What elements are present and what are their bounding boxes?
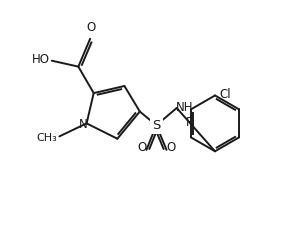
Text: N: N [79,118,88,131]
Text: O: O [166,142,176,154]
Text: O: O [138,142,147,154]
Text: Cl: Cl [219,89,231,101]
Text: F: F [186,116,193,129]
Text: NH: NH [176,101,193,114]
Text: O: O [87,22,96,34]
Text: S: S [152,119,160,132]
Text: HO: HO [31,53,50,66]
Text: CH₃: CH₃ [37,133,58,143]
